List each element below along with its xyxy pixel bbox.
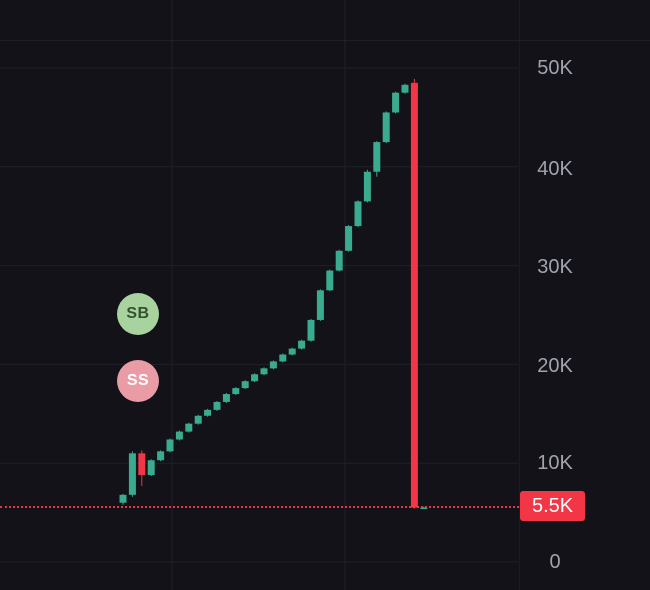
buy-signal-marker[interactable]: SB [117,293,159,335]
axis-tick-40k: 40K [537,158,573,180]
axis-tick-30k: 30K [537,256,573,278]
axis-tick-20k: 20K [537,355,573,377]
sell-signal-marker[interactable]: SS [117,360,159,402]
axis-tick-10k: 10K [537,452,573,474]
top-divider [0,40,650,41]
price-axis-badge: 5.5K [520,491,586,521]
axis-tick-50k: 50K [537,57,573,79]
current-price-line [0,506,519,508]
price-axis-separator [519,0,520,590]
buy-signal-label: SB [126,305,150,322]
sell-signal-label: SS [126,372,150,389]
axis-tick-0: 0 [549,551,561,573]
